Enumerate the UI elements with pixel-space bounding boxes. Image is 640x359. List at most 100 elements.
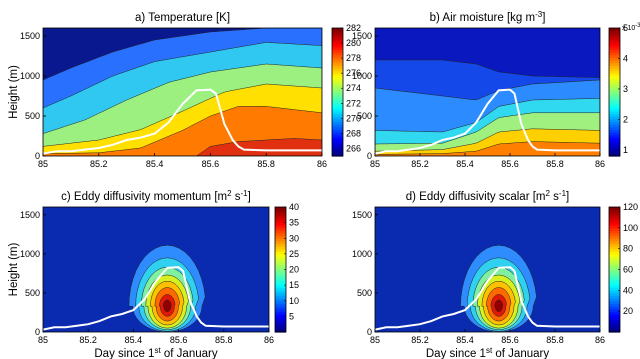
colorbar-swatch xyxy=(332,134,343,138)
y-axis-label: Height (m) xyxy=(8,65,20,119)
colorbar-swatch xyxy=(609,84,620,88)
colorbar-swatch xyxy=(275,246,286,250)
contour-band xyxy=(196,138,322,156)
colorbar-swatch xyxy=(609,100,620,104)
x-tick-label: 86 xyxy=(264,335,274,345)
colorbar-swatch xyxy=(275,217,286,221)
colorbar-swatch xyxy=(275,251,286,255)
y-tick-label: 0 xyxy=(35,327,40,337)
colorbar-swatch xyxy=(609,124,620,128)
colorbar-swatch xyxy=(609,295,620,299)
colorbar-tick-label: 282 xyxy=(346,23,361,33)
contour-band xyxy=(494,299,504,312)
colorbar-swatch xyxy=(609,326,620,330)
colorbar-swatch xyxy=(609,70,620,74)
y-tick-label: 0 xyxy=(367,327,372,337)
y-tick-label: 500 xyxy=(25,288,40,298)
colorbar-swatch xyxy=(275,230,286,234)
colorbar-swatch xyxy=(609,308,620,312)
colorbar-swatch xyxy=(609,264,620,268)
colorbar-swatch xyxy=(332,132,343,136)
colorbar-tick-label: 5 xyxy=(289,311,294,321)
y-tick-label: 0 xyxy=(367,151,372,161)
plot-area xyxy=(43,207,269,332)
colorbar-tick-label: 1 xyxy=(623,145,628,155)
colorbar-swatch xyxy=(609,225,620,229)
x-axis-label: Day since 1st of January xyxy=(94,346,217,359)
colorbar-tick-label: 280 xyxy=(346,38,361,48)
colorbar-swatch xyxy=(609,230,620,234)
y-tick-label: 1500 xyxy=(20,210,40,220)
colorbar-swatch xyxy=(609,321,620,325)
colorbar-swatch xyxy=(609,233,620,237)
colorbar-swatch xyxy=(332,76,343,80)
panel-3: 85 85.2 85.4 85.6 85.8 86 0 500 1000 1500 c) Eddy … xyxy=(8,189,299,359)
colorbar-swatch xyxy=(609,235,620,239)
colorbar-tick-label: 3 xyxy=(623,84,628,94)
x-tick-label: 85.8 xyxy=(546,335,564,345)
colorbar-swatch xyxy=(275,220,286,224)
colorbar-tick-label: 278 xyxy=(346,53,361,63)
colorbar-swatch xyxy=(609,153,620,157)
colorbar-swatch xyxy=(275,272,286,276)
colorbar-swatch xyxy=(275,308,286,312)
colorbar-swatch xyxy=(332,121,343,125)
colorbar-tick-label: 25 xyxy=(289,249,299,259)
colorbar-swatch xyxy=(609,285,620,289)
colorbar-swatch xyxy=(609,261,620,265)
x-tick-label: 85.8 xyxy=(257,159,275,169)
colorbar-swatch xyxy=(332,70,343,74)
colorbar-swatch xyxy=(609,137,620,141)
colorbar-exponent: x 10-3 xyxy=(622,23,640,32)
x-tick-label: 85.6 xyxy=(501,335,519,345)
colorbar-swatch xyxy=(609,212,620,216)
colorbar-swatch xyxy=(609,316,620,320)
colorbar-swatch xyxy=(275,290,286,294)
colorbar-swatch xyxy=(609,269,620,273)
colorbar-swatch xyxy=(609,134,620,138)
colorbar-swatch xyxy=(609,148,620,152)
panel-title: a) Temperature [K] xyxy=(135,12,230,24)
colorbar-swatch xyxy=(609,207,620,211)
colorbar-swatch xyxy=(609,292,620,297)
colorbar-swatch xyxy=(609,303,620,307)
colorbar-swatch xyxy=(275,235,286,239)
x-tick-label: 86 xyxy=(595,335,605,345)
colorbar-swatch xyxy=(609,248,620,252)
plot-area xyxy=(375,28,600,156)
colorbar-tick-label: 274 xyxy=(346,83,361,93)
colorbar-tick-label: 80 xyxy=(623,244,633,254)
colorbar-swatch xyxy=(332,113,343,117)
colorbar-swatch xyxy=(609,140,620,144)
colorbar: 1 2 3 4 5x 10-3 xyxy=(608,23,640,157)
colorbar-swatch xyxy=(275,311,286,315)
x-tick-label: 85 xyxy=(38,159,48,169)
colorbar-swatch xyxy=(275,313,286,317)
colorbar-swatch xyxy=(609,94,620,98)
colorbar-swatch xyxy=(275,266,286,271)
colorbar-swatch xyxy=(332,54,343,58)
colorbar-swatch xyxy=(332,52,343,56)
colorbar-swatch xyxy=(609,282,620,286)
x-tick-label: 85.4 xyxy=(146,159,164,169)
colorbar-swatch xyxy=(609,220,620,224)
colorbar-swatch xyxy=(275,212,286,216)
colorbar-swatch xyxy=(609,129,620,133)
colorbar-tick-label: 60 xyxy=(623,265,633,275)
panel-title: b) Air moisture [kg m-3] xyxy=(430,10,546,25)
colorbar-swatch xyxy=(609,209,620,213)
colorbar-swatch xyxy=(275,300,286,304)
colorbar-swatch xyxy=(609,145,620,149)
colorbar-swatch xyxy=(609,150,620,154)
colorbar-swatch xyxy=(609,300,620,304)
x-tick-label: 85.2 xyxy=(411,159,429,169)
panel-title: d) Eddy diffusivity scalar [m2 s-1] xyxy=(406,189,570,204)
colorbar-swatch xyxy=(275,326,286,330)
x-tick-label: 85.6 xyxy=(202,159,220,169)
colorbar-swatch xyxy=(332,150,343,154)
colorbar-swatch xyxy=(609,41,620,45)
y-tick-label: 1000 xyxy=(352,71,372,81)
x-tick-label: 85 xyxy=(370,159,380,169)
colorbar-swatch xyxy=(609,57,620,61)
colorbar-swatch xyxy=(609,259,620,263)
